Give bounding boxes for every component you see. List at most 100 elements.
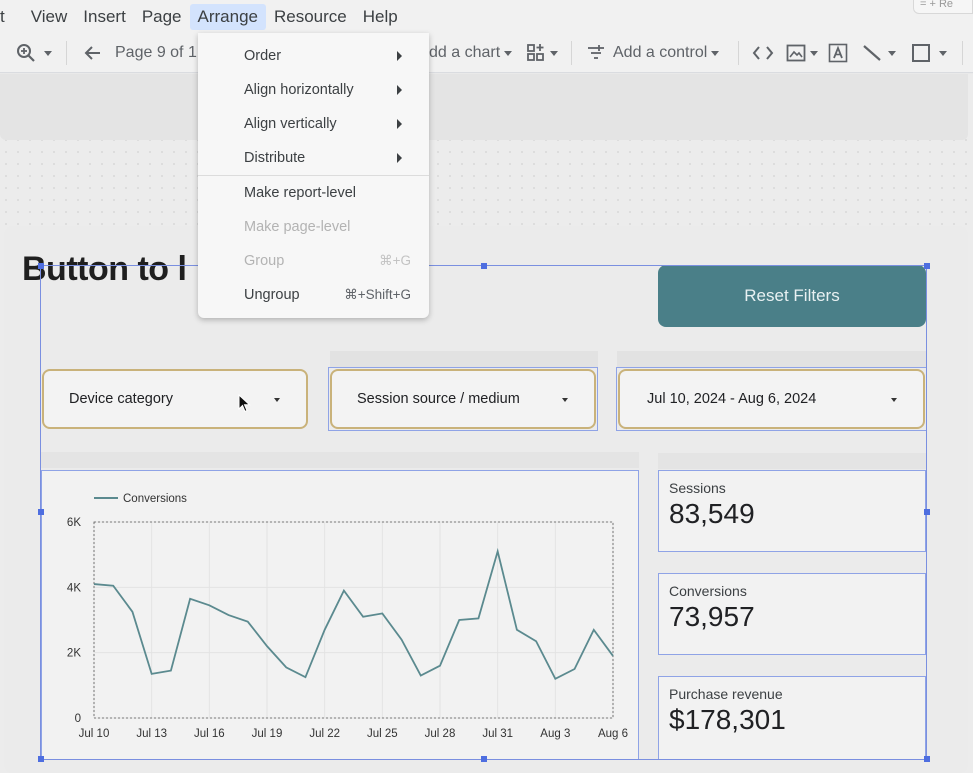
scorecard-value: 83,549: [669, 498, 755, 529]
menu-help[interactable]: Help: [362, 6, 398, 26]
resize-handle[interactable]: [481, 756, 487, 762]
y-tick-label: 0: [75, 713, 81, 725]
toolbar-divider: [571, 41, 572, 65]
share-button-partial[interactable]: = + Re: [913, 0, 973, 14]
resize-handle[interactable]: [924, 263, 930, 269]
x-tick-label: Jul 10: [79, 728, 110, 740]
line-icon: [863, 45, 881, 61]
add-chart-button[interactable]: dd a chart: [429, 33, 513, 73]
text-box-button[interactable]: [828, 33, 848, 73]
add-control-label: Add a control: [613, 44, 708, 61]
header-band: [0, 74, 968, 140]
arrow-left-icon: [84, 46, 100, 60]
chevron-down-icon: [550, 50, 558, 56]
purchase-revenue-scorecard[interactable]: Purchase revenue $178,301: [658, 676, 926, 760]
add-chart-label: dd a chart: [429, 44, 501, 61]
code-icon: [752, 46, 774, 60]
resize-handle[interactable]: [38, 263, 44, 269]
chevron-down-icon: [44, 50, 52, 56]
menu-item-make-page-level: Make page-level: [198, 210, 429, 244]
page-indicator[interactable]: Page 9 of 1: [115, 44, 197, 61]
x-tick-label: Jul 19: [252, 728, 283, 740]
image-button[interactable]: [786, 33, 818, 73]
x-tick-label: Aug 3: [540, 728, 570, 740]
chevron-down-icon: [504, 50, 513, 56]
menu-item-distribute[interactable]: Distribute: [198, 141, 429, 175]
resize-handle[interactable]: [924, 756, 930, 762]
square-icon: [912, 44, 930, 62]
resize-handle[interactable]: [38, 509, 44, 515]
resize-handle[interactable]: [481, 263, 487, 269]
menu-item-label: Order: [244, 48, 282, 64]
caret-down-icon: [562, 398, 568, 402]
x-tick-label: Aug 6: [598, 728, 628, 740]
menu-item-label: Align vertically: [244, 116, 337, 132]
x-tick-label: Jul 25: [367, 728, 398, 740]
menu-item-align-vertically[interactable]: Align vertically: [198, 107, 429, 141]
filter-controls-icon: [588, 45, 604, 59]
add-control-button[interactable]: Add a control: [586, 33, 720, 73]
x-tick-label: Jul 16: [194, 728, 225, 740]
control-selection-outline: [328, 367, 598, 431]
menu-item-label: Make page-level: [244, 219, 351, 235]
menu-divider: [198, 175, 429, 176]
menu-insert[interactable]: Insert: [83, 6, 126, 26]
chevron-down-icon: [810, 50, 818, 56]
text-box-icon: [828, 43, 848, 63]
x-tick-label: Jul 22: [309, 728, 340, 740]
image-icon: [786, 44, 806, 62]
menu-resource[interactable]: Resource: [274, 6, 347, 26]
embed-url-button[interactable]: [752, 33, 774, 73]
date-range-control[interactable]: Jul 10, 2024 - Aug 6, 2024: [618, 369, 925, 429]
session-source-medium-control[interactable]: Session source / medium: [330, 369, 596, 429]
control-label: Device category: [69, 391, 173, 407]
x-tick-label: Jul 31: [482, 728, 513, 740]
menu-bar: t View Insert Page Arrange Resource Help…: [0, 0, 973, 33]
y-tick-label: 4K: [67, 582, 81, 594]
toolbar-divider: [962, 41, 963, 65]
toolbar: Page 9 of 1 dd a chart Add a control: [0, 33, 973, 73]
prev-page-button[interactable]: [84, 33, 102, 73]
x-tick-label: Jul 28: [425, 728, 456, 740]
menu-page[interactable]: Page: [141, 6, 182, 26]
scorecard-shadow: [658, 453, 926, 469]
shape-button[interactable]: [911, 33, 947, 73]
page-title[interactable]: Button to l: [22, 250, 187, 288]
resize-handle[interactable]: [924, 509, 930, 515]
menu-item-make-report-level[interactable]: Make report-level: [198, 176, 429, 210]
control-shadow: [330, 351, 598, 367]
widgets-icon: [527, 44, 544, 61]
menu-arrange[interactable]: Arrange: [189, 3, 266, 30]
series-line-conversions: [93, 547, 614, 681]
legend-label: Conversions: [123, 493, 187, 505]
y-tick-label: 2K: [67, 648, 81, 660]
reset-filters-button[interactable]: Reset Filters: [658, 265, 926, 327]
time-series-chart[interactable]: 0 2K 4K 6K Jul 10 Jul 13 Jul 16 Jul 19 Jul 22 Jul…: [41, 470, 639, 760]
menu-item-label: Make report-level: [244, 185, 357, 201]
menu-file-cut[interactable]: t: [0, 6, 5, 26]
submenu-arrow-icon: [397, 85, 402, 95]
menu-item-align-horizontally[interactable]: Align horizontally: [198, 73, 429, 107]
scorecard-label: Sessions: [669, 480, 726, 496]
menu-view[interactable]: View: [30, 6, 68, 26]
submenu-arrow-icon: [397, 119, 402, 129]
arrange-menu: Order Align horizontally Align verticall…: [198, 33, 429, 318]
conversions-scorecard[interactable]: Conversions 73,957: [658, 573, 926, 655]
scorecard-value: $178,301: [669, 704, 786, 735]
line-button[interactable]: [862, 33, 896, 73]
caret-down-icon: [274, 398, 280, 402]
y-tick-label: 6K: [67, 517, 81, 529]
scorecard-label: Conversions: [669, 583, 747, 599]
menu-item-order[interactable]: Order: [198, 39, 429, 73]
device-category-control[interactable]: Device category: [42, 369, 308, 429]
toolbar-divider: [66, 41, 67, 65]
chart-svg: 0 2K 4K 6K Jul 10 Jul 13 Jul 16 Jul 19 Jul 22 Jul…: [67, 493, 628, 740]
chart-shadow: [41, 452, 639, 468]
zoom-button[interactable]: [16, 33, 52, 73]
menu-item-label: Group: [244, 253, 285, 269]
menu-item-ungroup[interactable]: Ungroup ⌘+Shift+G: [198, 278, 429, 312]
community-viz-button[interactable]: [526, 33, 558, 73]
menu-item-label: Distribute: [244, 150, 306, 166]
resize-handle[interactable]: [38, 756, 44, 762]
sessions-scorecard[interactable]: Sessions 83,549: [658, 470, 926, 552]
